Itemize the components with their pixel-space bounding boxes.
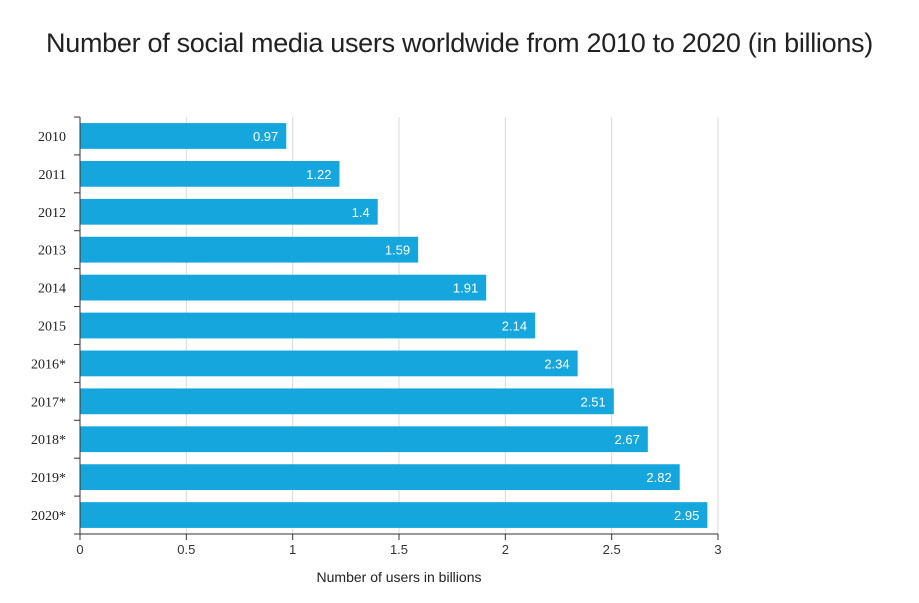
data-label: 2.95 xyxy=(674,508,699,523)
category-label: 2020* xyxy=(31,509,66,524)
bars xyxy=(80,123,708,528)
bar xyxy=(80,464,680,491)
category-label: 2018* xyxy=(31,433,66,448)
category-label: 2011 xyxy=(39,168,66,183)
category-label: 2017* xyxy=(31,395,66,410)
bar xyxy=(80,274,487,301)
data-label: 2.67 xyxy=(615,432,640,447)
data-label: 1.91 xyxy=(453,281,478,296)
x-tick-label: 2 xyxy=(502,542,509,557)
category-label: 2019* xyxy=(31,471,66,486)
x-tick-label: 1.5 xyxy=(390,542,408,557)
bar xyxy=(80,350,578,377)
data-label: 1.22 xyxy=(306,167,331,182)
data-label: 0.97 xyxy=(253,129,278,144)
data-label: 2.82 xyxy=(646,470,671,485)
bar xyxy=(80,198,378,225)
bar xyxy=(80,502,708,528)
data-label: 1.59 xyxy=(385,243,410,258)
labels: 0 0.5 1 1.5 2 2.5 3 0.97 2010 1.22 2011 1.4 2012 1.59… xyxy=(31,129,722,557)
data-label: 2.51 xyxy=(580,394,605,409)
chart-title: Number of social media users worldwide f… xyxy=(46,28,873,58)
bar xyxy=(80,160,340,187)
category-label: 2012 xyxy=(38,206,66,221)
x-tick-label: 2.5 xyxy=(603,542,621,557)
x-axis-title: Number of users in billions xyxy=(317,569,482,585)
category-label: 2010 xyxy=(38,130,66,145)
bar xyxy=(80,123,287,149)
axes xyxy=(74,116,719,540)
x-tick-label: 0 xyxy=(76,542,83,557)
category-label: 2013 xyxy=(38,244,66,259)
data-label: 1.4 xyxy=(352,205,370,220)
bar xyxy=(80,426,648,453)
x-tick-label: 1 xyxy=(289,542,296,557)
category-label: 2015 xyxy=(38,320,66,335)
x-tick-label: 3 xyxy=(714,542,721,557)
category-label: 2016* xyxy=(31,357,66,372)
bar xyxy=(80,312,536,339)
x-tick-label: 0.5 xyxy=(177,542,195,557)
category-label: 2014 xyxy=(38,282,66,297)
data-label: 2.14 xyxy=(502,319,527,334)
bar xyxy=(80,388,614,415)
bar xyxy=(80,236,419,263)
data-label: 2.34 xyxy=(544,356,569,371)
